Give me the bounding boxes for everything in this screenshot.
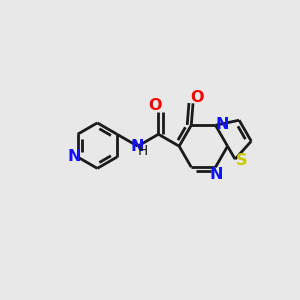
Text: H: H [137, 145, 148, 158]
Text: N: N [131, 139, 145, 154]
Text: S: S [236, 152, 248, 167]
Text: N: N [68, 149, 81, 164]
Text: N: N [215, 117, 229, 132]
Text: O: O [148, 98, 162, 113]
Text: O: O [190, 90, 204, 105]
Text: N: N [210, 167, 224, 182]
